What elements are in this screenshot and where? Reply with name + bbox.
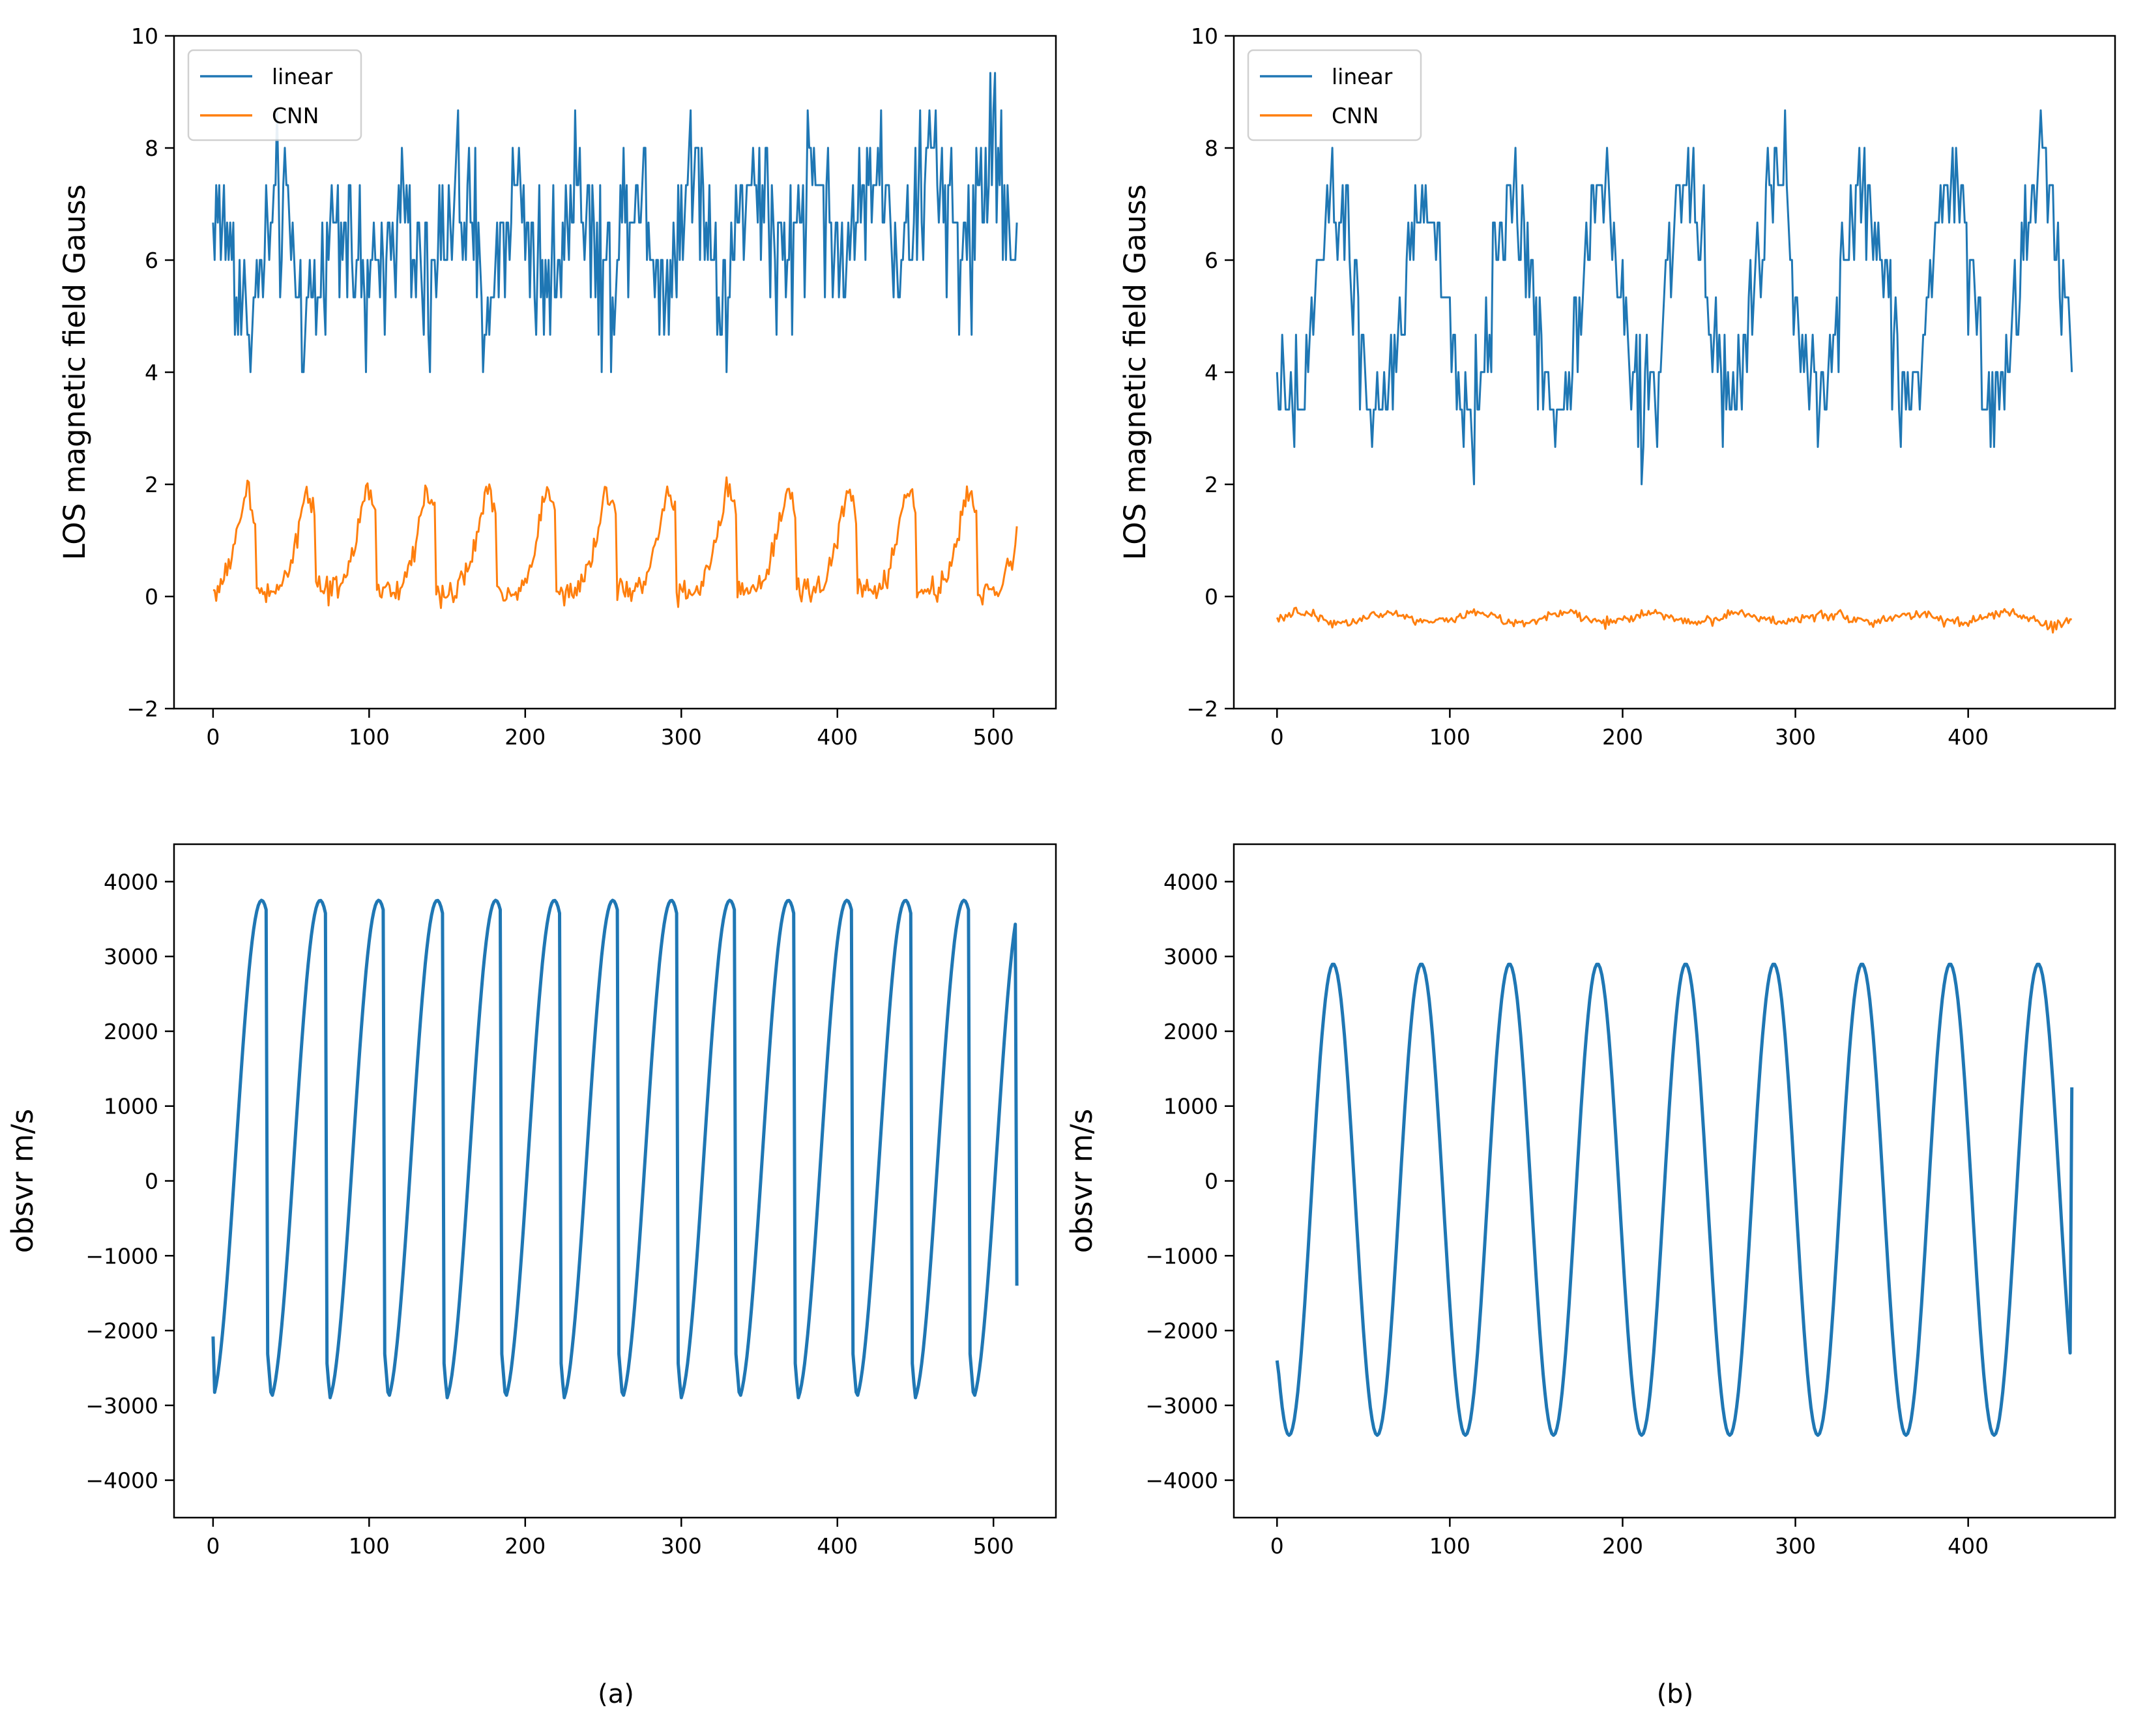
y-tick-label: 0 <box>1205 584 1218 610</box>
y-tick-label: 10 <box>1191 23 1218 49</box>
y-tick-label: −4000 <box>1145 1468 1218 1493</box>
chart-top-left: 0 100 200 300 400 500 −2 0 2 4 6 8 10 LOS magnetic fi… <box>57 23 1057 750</box>
legend-label-cnn: CNN <box>272 103 319 128</box>
y-tick-label: 6 <box>1205 248 1218 273</box>
caption-a: (a) <box>598 1679 634 1709</box>
y-tick-label: 0 <box>145 584 158 610</box>
y-tick-label: 2000 <box>104 1019 158 1044</box>
y-tick-label: −2 <box>126 696 158 722</box>
x-tick-label: 0 <box>1270 1533 1284 1559</box>
x-tick-label: 300 <box>661 724 702 750</box>
x-tick-label: 0 <box>206 724 220 750</box>
y-tick-label: 10 <box>131 23 158 49</box>
y-tick-label: 8 <box>1205 136 1218 161</box>
y-tick-label: 0 <box>145 1169 158 1194</box>
x-tick-label: 100 <box>349 724 390 750</box>
y-tick-label: −1000 <box>85 1243 158 1269</box>
x-tick-label: 300 <box>1775 1533 1816 1559</box>
y-tick-label: 4 <box>1205 360 1218 385</box>
y-tick-label: 8 <box>145 136 158 161</box>
series-line-cnn <box>1276 606 2072 634</box>
y-tick-label: −3000 <box>85 1393 158 1419</box>
legend-label-linear: linear <box>272 64 333 89</box>
x-tick-label: 200 <box>504 1533 546 1559</box>
x-tick-label: 200 <box>1602 724 1643 750</box>
chart-bottom-left: 0 100 200 300 400 500 −4000 −3000 −2000 −1000 0 100… <box>5 843 1057 1559</box>
y-tick-label: 1000 <box>104 1094 158 1119</box>
x-tick-label: 400 <box>817 1533 858 1559</box>
y-axis-label: LOS magnetic field Gauss <box>1118 184 1152 560</box>
y-axis-label: LOS magnetic field Gauss <box>57 184 92 560</box>
y-tick-label: 3000 <box>104 944 158 969</box>
series-line-obsvr <box>1275 962 2074 1437</box>
series-line-obsvr <box>211 898 1019 1400</box>
series-line-linear <box>1276 109 2073 486</box>
y-tick-label: −2000 <box>1145 1318 1218 1344</box>
x-tick-label: 400 <box>1948 724 1989 750</box>
legend: linear CNN <box>1247 49 1422 141</box>
x-tick-label: 500 <box>973 1533 1014 1559</box>
x-tick-label: 100 <box>349 1533 390 1559</box>
series-line-cnn <box>212 476 1018 610</box>
y-tick-label: −2 <box>1186 696 1218 722</box>
legend-label-cnn: CNN <box>1332 103 1379 128</box>
legend: linear CNN <box>187 49 362 141</box>
plot-frame <box>173 843 1057 1519</box>
x-tick-label: 100 <box>1429 724 1470 750</box>
x-tick-label: 500 <box>973 724 1014 750</box>
x-tick-label: 400 <box>817 724 858 750</box>
y-tick-label: 4 <box>145 360 158 385</box>
legend-label-linear: linear <box>1332 64 1393 89</box>
x-tick-label: 100 <box>1429 1533 1470 1559</box>
y-axis-label: obsvr m/s <box>5 1109 40 1253</box>
y-tick-label: 0 <box>1205 1169 1218 1194</box>
y-tick-label: 2 <box>145 472 158 497</box>
caption-b: (b) <box>1657 1679 1694 1709</box>
y-tick-label: 2 <box>1205 472 1218 497</box>
x-tick-label: 0 <box>206 1533 220 1559</box>
x-tick-label: 0 <box>1270 724 1284 750</box>
y-tick-label: −3000 <box>1145 1393 1218 1419</box>
y-tick-label: −1000 <box>1145 1243 1218 1269</box>
x-tick-label: 400 <box>1948 1533 1989 1559</box>
y-tick-label: 4000 <box>104 869 158 894</box>
y-tick-label: 6 <box>145 248 158 273</box>
y-axis-label: obsvr m/s <box>1064 1109 1099 1253</box>
chart-bottom-right: 0 100 200 300 400 −4000 −3000 −2000 −1000 0 1000 20… <box>1064 843 2116 1559</box>
y-tick-label: 3000 <box>1163 944 1218 969</box>
x-tick-label: 300 <box>1775 724 1816 750</box>
y-tick-label: 1000 <box>1163 1094 1218 1119</box>
y-tick-label: −4000 <box>85 1468 158 1493</box>
x-tick-label: 200 <box>1602 1533 1643 1559</box>
plot-frame <box>1233 843 2116 1519</box>
chart-top-right: 0 100 200 300 400 −2 0 2 4 6 8 10 LOS magnetic field… <box>1118 23 2116 750</box>
y-tick-label: 4000 <box>1163 869 1218 894</box>
y-tick-label: −2000 <box>85 1318 158 1344</box>
x-tick-label: 300 <box>661 1533 702 1559</box>
y-tick-label: 2000 <box>1163 1019 1218 1044</box>
series-line-linear <box>212 72 1018 374</box>
x-tick-label: 200 <box>504 724 546 750</box>
